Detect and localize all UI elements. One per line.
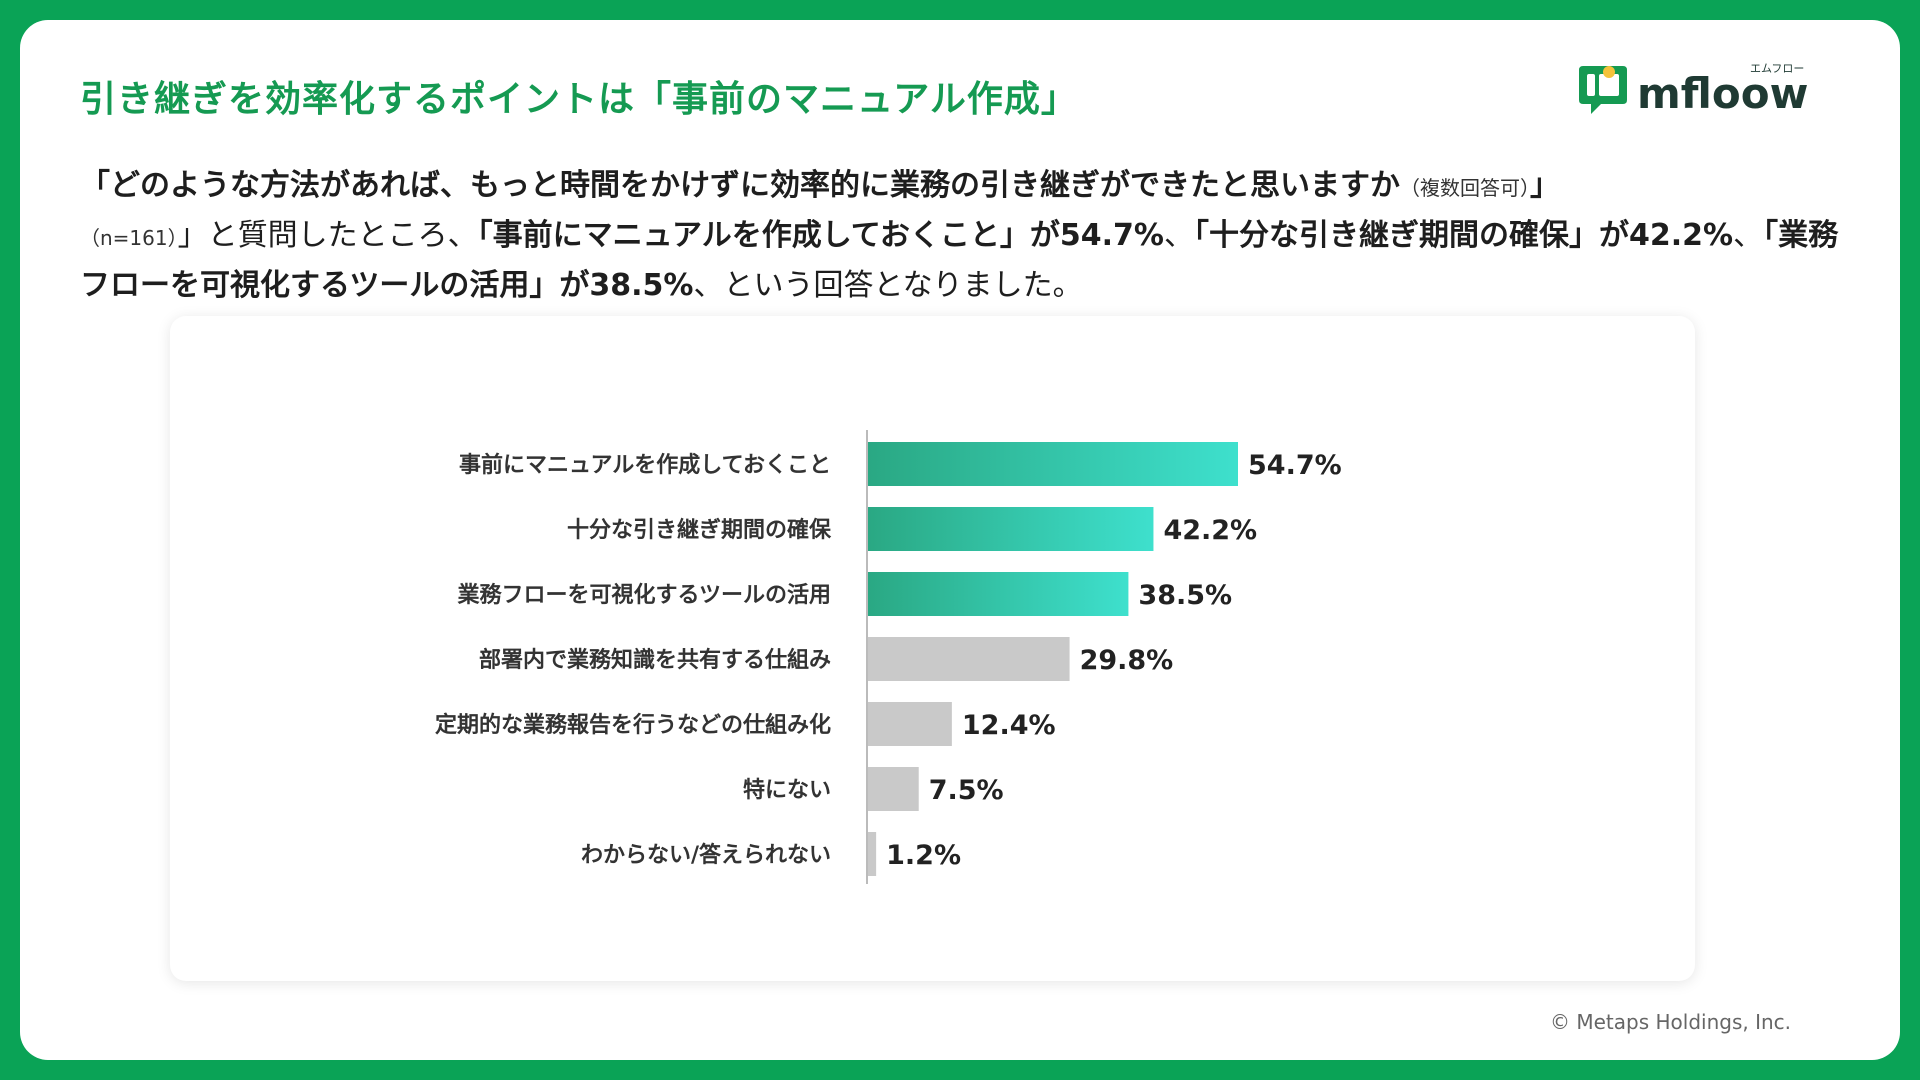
category-label: 業務フローを可視化するツールの活用: [457, 582, 831, 608]
description-text-4: 、という回答となりました。: [693, 268, 1083, 303]
logo-kana: エムフロー: [1750, 62, 1804, 75]
page-title: 引き継ぎを効率化するポイントは「事前のマニュアル作成」: [80, 79, 1078, 120]
copyright: © Metaps Holdings, Inc.: [1550, 1010, 1792, 1034]
category-label: わからない/答えられない: [581, 842, 831, 868]
description-text-3: 、: [1733, 218, 1764, 253]
category-label: 部署内で業務知識を共有する仕組み: [479, 647, 831, 673]
logo-text: mfloow: [1637, 69, 1808, 118]
value-label: 42.2%: [1163, 515, 1257, 546]
bar: [868, 442, 1238, 486]
bar: [868, 572, 1129, 616]
chart-card: 事前にマニュアルを作成しておくこと 54.7% 十分な引き継ぎ期間の確保 42.2% 業…: [170, 316, 1695, 981]
question-note: （複数回答可）: [1400, 176, 1530, 200]
value-label: 38.5%: [1138, 580, 1232, 611]
bar: [868, 637, 1070, 681]
value-label: 1.2%: [886, 840, 961, 871]
bar: [868, 702, 952, 746]
question-close: 」: [1530, 168, 1560, 203]
bar-chart: 事前にマニュアルを作成しておくこと 54.7% 十分な引き継ぎ期間の確保 42.2% 業…: [435, 430, 1342, 884]
value-label: 12.4%: [962, 710, 1056, 741]
value-label: 54.7%: [1248, 450, 1342, 481]
highlight-1: 「事前にマニュアルを作成しておくこと」が54.7%: [477, 218, 1164, 253]
question-text: 「どのような方法があれば、もっと時間をかけずに効率的に業務の引き継ぎができたと思…: [80, 168, 1400, 203]
value-label: 7.5%: [929, 775, 1004, 806]
category-label: 十分な引き継ぎ期間の確保: [567, 517, 832, 543]
category-label: 事前にマニュアルを作成しておくこと: [459, 452, 831, 478]
highlight-3: 「業務フローを可視化するツールの活用」が38.5%: [80, 218, 1839, 303]
description-text-2: 、: [1164, 218, 1194, 253]
bar: [868, 767, 919, 811]
category-label: 特にない: [743, 777, 831, 803]
description-text-1: 」と質問したところ、: [177, 218, 478, 253]
mfloow-logo: mfloow エムフロー: [1579, 62, 1808, 118]
sample-size: （n=161）: [80, 226, 178, 250]
value-label: 29.8%: [1080, 645, 1174, 676]
highlight-2: 「十分な引き継ぎ期間の確保」が42.2%: [1194, 218, 1734, 253]
chat-bubble-icon: [1579, 66, 1627, 114]
survey-description: 「どのような方法があれば、もっと時間をかけずに効率的に業務の引き継ぎができたと思…: [80, 162, 1840, 310]
bar: [868, 507, 1154, 551]
bar: [868, 832, 877, 876]
category-label: 定期的な業務報告を行うなどの仕組み化: [435, 712, 831, 738]
